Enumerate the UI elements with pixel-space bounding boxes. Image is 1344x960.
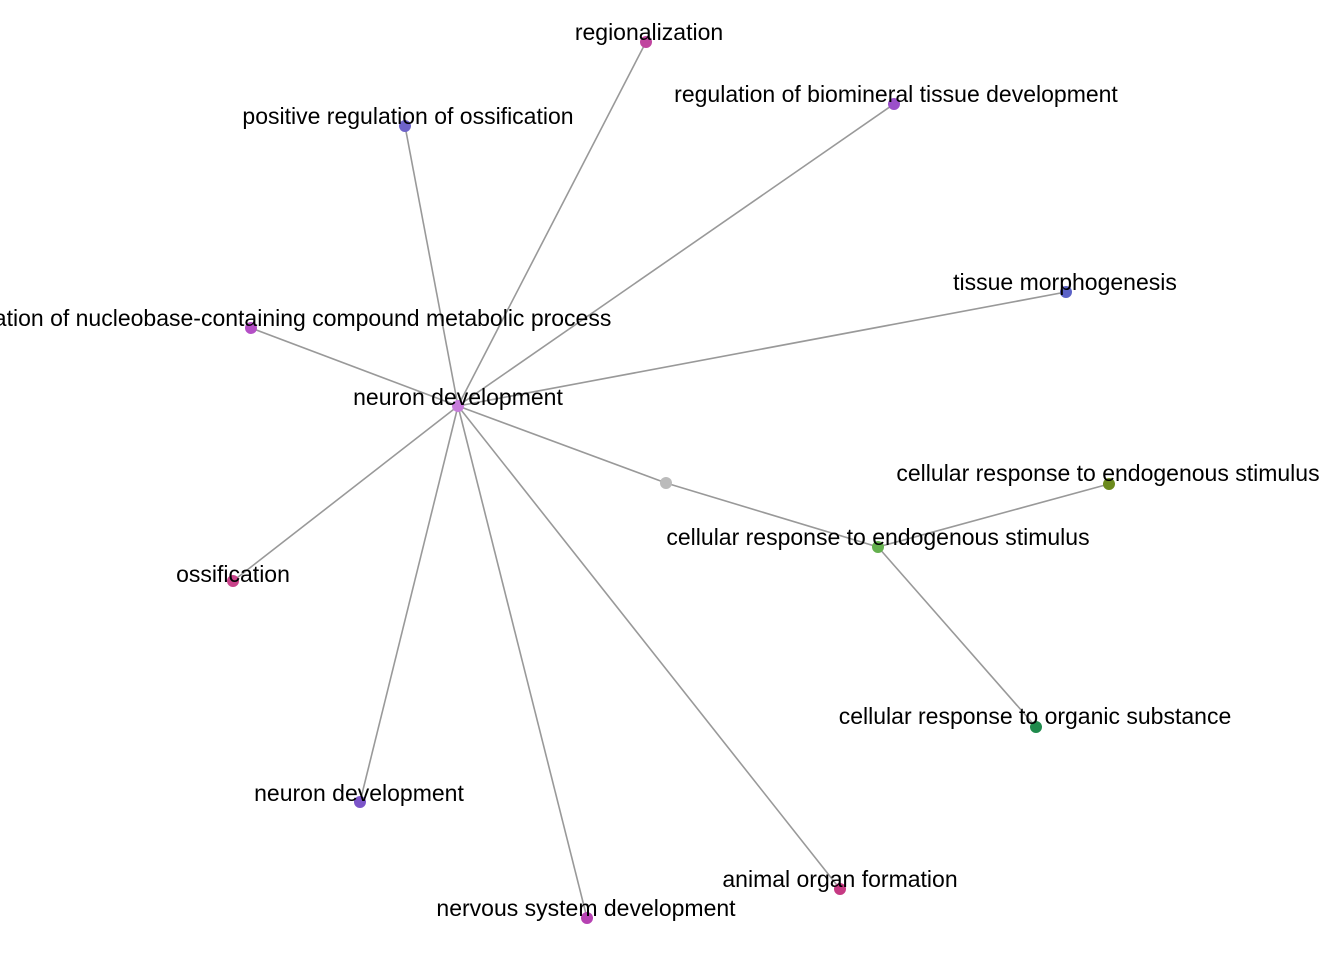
- node-ossification[interactable]: [227, 575, 239, 587]
- node-layer: [227, 36, 1115, 924]
- label-cellular-response-endogenous-2: cellular response to endogenous stimulus: [896, 460, 1319, 486]
- edge-hub-to-tissue-morphogenesis: [457, 291, 1067, 407]
- label-reg-nucleobase: regulation of nucleobase-containing comp…: [0, 305, 611, 331]
- edge-hub-to-nervous-system-development: [457, 405, 588, 919]
- node-pos-reg-ossification[interactable]: [399, 120, 411, 132]
- edge-hub-to-ossification: [232, 405, 459, 582]
- node-regionalization[interactable]: [640, 36, 652, 48]
- label-hub: neuron development: [353, 384, 563, 410]
- label-cellular-response-organic: cellular response to organic substance: [839, 703, 1232, 729]
- label-ossification: ossification: [176, 561, 290, 587]
- node-reg-nucleobase[interactable]: [245, 322, 257, 334]
- node-nervous-system-development[interactable]: [581, 912, 593, 924]
- node-junction[interactable]: [660, 477, 672, 489]
- label-regionalization: regionalization: [575, 19, 723, 45]
- edge-layer: [232, 41, 1110, 919]
- label-pos-reg-ossification: positive regulation of ossification: [242, 103, 573, 129]
- edge-junction-to-cellular-response-endogenous: [665, 482, 879, 548]
- label-reg-biomineral: regulation of biomineral tissue developm…: [674, 81, 1118, 107]
- edge-cellular-response-endogenous-to-cellular-response-endogenous-2: [877, 483, 1110, 548]
- label-tissue-morphogenesis: tissue morphogenesis: [953, 269, 1177, 295]
- edge-hub-to-regionalization: [457, 41, 647, 407]
- node-cellular-response-organic[interactable]: [1030, 721, 1042, 733]
- label-layer: neuron development regionalization positiv…: [0, 19, 1320, 921]
- label-cellular-response-endogenous: cellular response to endogenous stimulus: [666, 524, 1089, 550]
- label-nervous-system-development: nervous system development: [436, 895, 736, 921]
- node-reg-biomineral[interactable]: [888, 98, 900, 110]
- edge-hub-to-neuron-development-2: [359, 405, 459, 803]
- label-animal-organ-formation: animal organ formation: [722, 866, 957, 892]
- node-cellular-response-endogenous-2[interactable]: [1103, 478, 1115, 490]
- node-tissue-morphogenesis[interactable]: [1060, 286, 1072, 298]
- edge-hub-to-reg-biomineral: [457, 103, 895, 407]
- node-hub[interactable]: [452, 400, 464, 412]
- edge-hub-to-reg-nucleobase: [250, 327, 459, 407]
- label-neuron-development-2: neuron development: [254, 780, 464, 806]
- edge-hub-to-animal-organ-formation: [457, 405, 841, 890]
- node-animal-organ-formation[interactable]: [834, 883, 846, 895]
- node-neuron-development-2[interactable]: [354, 796, 366, 808]
- edge-cellular-response-endogenous-to-cellular-response-organic: [877, 546, 1037, 728]
- edge-hub-to-junction: [457, 405, 667, 484]
- edge-hub-to-pos-reg-ossification: [404, 125, 459, 407]
- node-cellular-response-endogenous[interactable]: [872, 541, 884, 553]
